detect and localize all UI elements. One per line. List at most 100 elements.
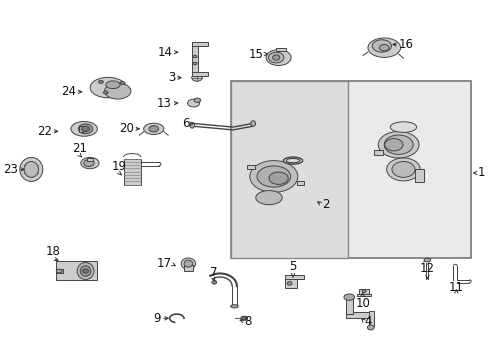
Bar [192, 42, 208, 46]
Bar [276, 48, 286, 51]
Ellipse shape [81, 157, 99, 169]
Ellipse shape [24, 162, 39, 177]
Ellipse shape [392, 162, 415, 177]
Bar [346, 297, 353, 314]
Ellipse shape [256, 190, 282, 205]
Text: 21: 21 [72, 141, 87, 154]
Ellipse shape [144, 123, 164, 135]
Bar [192, 72, 208, 76]
Ellipse shape [120, 82, 125, 84]
Bar [357, 294, 371, 296]
Ellipse shape [194, 98, 201, 102]
Ellipse shape [372, 40, 392, 52]
Bar [369, 311, 374, 327]
Text: 24: 24 [61, 85, 76, 98]
Text: 6: 6 [182, 117, 190, 130]
Ellipse shape [106, 81, 120, 89]
Ellipse shape [90, 77, 126, 98]
Ellipse shape [231, 305, 238, 308]
Ellipse shape [269, 52, 284, 63]
Bar [231, 81, 348, 258]
Bar [88, 158, 93, 161]
Ellipse shape [385, 139, 403, 151]
Bar [285, 277, 297, 288]
Bar [247, 165, 255, 170]
Text: 3: 3 [168, 71, 175, 84]
Ellipse shape [242, 317, 246, 320]
Text: 14: 14 [158, 46, 173, 59]
Ellipse shape [77, 262, 94, 279]
Ellipse shape [71, 121, 98, 136]
Bar [184, 265, 193, 271]
Ellipse shape [424, 258, 431, 262]
Text: 19: 19 [112, 160, 127, 173]
Text: 20: 20 [119, 122, 134, 135]
Bar [416, 170, 424, 182]
Ellipse shape [78, 124, 93, 134]
Bar [79, 126, 83, 132]
Ellipse shape [83, 269, 89, 273]
Ellipse shape [84, 159, 94, 167]
Text: 23: 23 [3, 163, 18, 176]
Ellipse shape [56, 269, 62, 273]
Ellipse shape [241, 316, 247, 320]
Ellipse shape [212, 280, 217, 284]
Bar [231, 81, 471, 258]
Text: 9: 9 [153, 312, 161, 325]
Ellipse shape [103, 91, 108, 94]
Ellipse shape [80, 266, 91, 276]
Ellipse shape [190, 122, 195, 128]
Text: 7: 7 [210, 266, 218, 279]
Bar [56, 269, 63, 273]
Ellipse shape [378, 131, 419, 158]
Bar [346, 312, 372, 318]
Ellipse shape [384, 135, 413, 154]
Text: 4: 4 [364, 315, 371, 328]
Ellipse shape [344, 294, 354, 300]
Ellipse shape [104, 83, 131, 99]
Ellipse shape [181, 258, 196, 269]
Text: 18: 18 [46, 245, 60, 258]
Ellipse shape [272, 55, 280, 60]
Ellipse shape [193, 55, 197, 58]
Ellipse shape [387, 158, 420, 181]
Text: 10: 10 [355, 297, 370, 310]
Ellipse shape [368, 38, 401, 57]
Bar [123, 159, 141, 185]
Text: 2: 2 [322, 198, 329, 211]
Bar [359, 289, 369, 296]
Ellipse shape [379, 45, 389, 51]
Text: 12: 12 [420, 262, 435, 275]
Ellipse shape [257, 166, 291, 187]
Text: 11: 11 [449, 280, 464, 294]
Text: 1: 1 [478, 166, 486, 179]
Ellipse shape [184, 260, 193, 267]
Ellipse shape [269, 172, 288, 184]
Ellipse shape [98, 81, 103, 83]
Text: 15: 15 [248, 48, 263, 60]
Text: 8: 8 [244, 315, 251, 328]
Ellipse shape [368, 325, 374, 330]
Ellipse shape [266, 50, 291, 66]
Bar [192, 44, 198, 76]
Ellipse shape [193, 62, 197, 65]
Ellipse shape [362, 290, 366, 293]
Text: 16: 16 [399, 38, 414, 51]
Text: 17: 17 [157, 257, 172, 270]
Ellipse shape [192, 74, 202, 81]
Text: 13: 13 [157, 96, 172, 109]
Ellipse shape [188, 99, 199, 107]
Ellipse shape [250, 161, 298, 192]
Bar [374, 150, 383, 155]
Ellipse shape [20, 157, 43, 181]
Ellipse shape [287, 282, 292, 285]
Ellipse shape [251, 121, 256, 126]
Text: 22: 22 [37, 125, 52, 138]
Bar [56, 261, 97, 280]
Ellipse shape [390, 122, 416, 132]
Ellipse shape [149, 126, 159, 132]
Text: 5: 5 [289, 261, 297, 274]
Bar [285, 275, 304, 279]
Ellipse shape [82, 126, 89, 131]
Bar [297, 181, 304, 185]
